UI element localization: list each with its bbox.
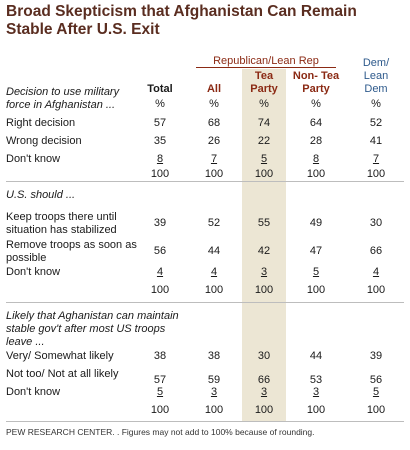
table-cell: 74 — [257, 117, 271, 129]
table-bottom-rule — [6, 421, 404, 422]
column-header-dem: Dem/ Lean Dem — [362, 57, 390, 95]
table-cell: 8 — [156, 153, 164, 165]
table-cell: 57 — [153, 117, 167, 129]
table-cell: 7 — [210, 153, 218, 165]
tea-party-highlight-band — [242, 69, 286, 421]
table-cell: 3 — [260, 266, 268, 278]
table-cell: 3 — [260, 386, 268, 398]
row-label: Not too/ Not at all likely — [6, 368, 119, 380]
column-header-tea-party: Tea Party — [250, 70, 278, 95]
row-label: Don't know — [6, 153, 61, 165]
table-cell: 100 — [306, 284, 326, 296]
table-cell: 8 — [312, 153, 320, 165]
table-cell: % — [259, 98, 269, 110]
column-header-all: All — [206, 83, 222, 95]
table-cell: 47 — [309, 245, 323, 257]
row-label: Very/ Somewhat likely — [6, 350, 114, 362]
table-cell: % — [209, 98, 219, 110]
table-cell: 52 — [207, 217, 221, 229]
table-cell: 35 — [153, 135, 167, 147]
row-label: Wrong decision — [6, 135, 82, 147]
table-cell: 41 — [369, 135, 383, 147]
table-cell: 100 — [366, 404, 386, 416]
table-cell: 100 — [366, 168, 386, 180]
section-divider-1 — [6, 181, 404, 182]
table-cell: 5 — [312, 266, 320, 278]
table-cell: 100 — [204, 404, 224, 416]
group-header: Republican/Lean Rep — [213, 55, 319, 67]
table-cell: 100 — [150, 404, 170, 416]
table-cell: 55 — [257, 217, 271, 229]
question-text: U.S. should ... — [6, 189, 76, 201]
table-cell: 39 — [369, 350, 383, 362]
column-header-total: Total — [147, 83, 173, 95]
table-cell: 30 — [257, 350, 271, 362]
table-cell: 5 — [372, 386, 380, 398]
table-cell: 4 — [372, 266, 380, 278]
table-cell: 39 — [153, 217, 167, 229]
column-header-non-tea-party: Non- Tea Party — [292, 70, 340, 95]
table-cell: 66 — [257, 374, 271, 386]
table-cell: 100 — [204, 168, 224, 180]
table-cell: 49 — [309, 217, 323, 229]
table-cell: 28 — [309, 135, 323, 147]
table-cell: 30 — [369, 217, 383, 229]
table-cell: 56 — [369, 374, 383, 386]
chart-title: Broad Skepticism that Afghanistan Can Re… — [6, 3, 357, 38]
question-text: Decision to use military force in Afghan… — [6, 86, 120, 111]
row-label: Keep troops there until situation has st… — [6, 211, 117, 236]
table-cell: 4 — [156, 266, 164, 278]
group-header-rule — [196, 67, 336, 68]
table-cell: 38 — [207, 350, 221, 362]
table-cell: 42 — [257, 245, 271, 257]
row-label: Remove troops as soon as possible — [6, 239, 137, 264]
table-cell: 44 — [207, 245, 221, 257]
table-cell: 100 — [150, 168, 170, 180]
table-cell: 3 — [312, 386, 320, 398]
table-cell: 5 — [260, 153, 268, 165]
table-cell: 44 — [309, 350, 323, 362]
table-cell: 100 — [254, 168, 274, 180]
table-cell: 100 — [204, 284, 224, 296]
table-cell: 56 — [153, 245, 167, 257]
table-cell: 57 — [153, 374, 167, 386]
section-divider-2 — [6, 302, 404, 303]
table-cell: 4 — [210, 266, 218, 278]
table-cell: 59 — [207, 374, 221, 386]
table-cell: 53 — [309, 374, 323, 386]
table-cell: 26 — [207, 135, 221, 147]
table-cell: 100 — [366, 284, 386, 296]
table-cell: 7 — [372, 153, 380, 165]
table-cell: % — [371, 98, 381, 110]
table-cell: 100 — [254, 404, 274, 416]
table-cell: 68 — [207, 117, 221, 129]
question-text: Likely that Aghanistan can maintain stab… — [6, 310, 179, 348]
row-label: Right decision — [6, 117, 76, 129]
table-cell: 22 — [257, 135, 271, 147]
row-label: Don't know — [6, 266, 61, 278]
table-cell: % — [155, 98, 165, 110]
table-cell: 66 — [369, 245, 383, 257]
table-cell: 100 — [254, 284, 274, 296]
table-cell: 5 — [156, 386, 164, 398]
table-cell: 100 — [306, 404, 326, 416]
source-footer: PEW RESEARCH CENTER. . Figures may not a… — [6, 427, 315, 437]
table-cell: 52 — [369, 117, 383, 129]
table-cell: 38 — [153, 350, 167, 362]
table-cell: 64 — [309, 117, 323, 129]
table-cell: 100 — [150, 284, 170, 296]
table-cell: % — [311, 98, 321, 110]
row-label: Don't know — [6, 386, 61, 398]
table-cell: 100 — [306, 168, 326, 180]
table-cell: 3 — [210, 386, 218, 398]
